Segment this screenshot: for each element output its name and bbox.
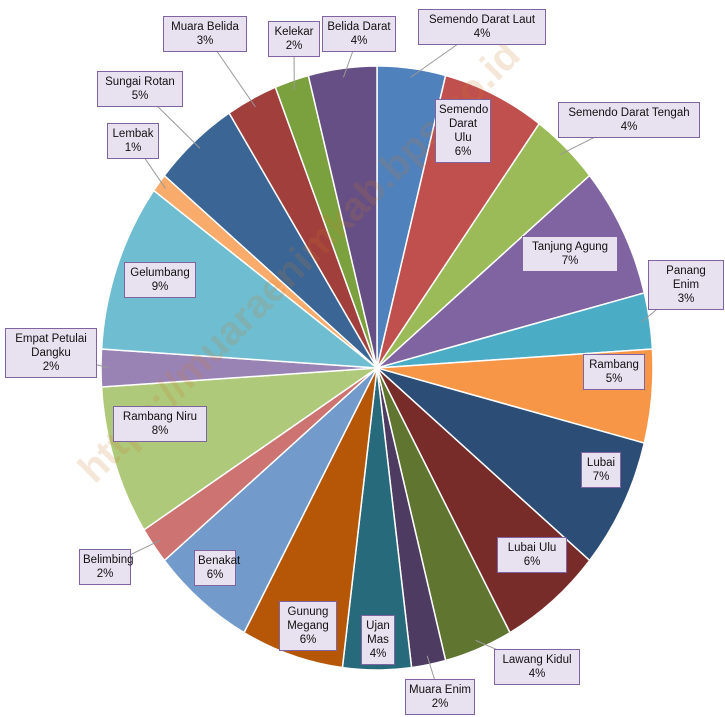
data-label: Gunung Megang 6% bbox=[279, 601, 337, 651]
category-name: Rambang bbox=[589, 359, 639, 371]
percent: 3% bbox=[677, 293, 695, 305]
percent: 8% bbox=[151, 425, 169, 437]
pie-slice bbox=[307, 65, 378, 369]
category-name: Semendo Darat Laut bbox=[428, 14, 536, 26]
percent: 2% bbox=[285, 40, 303, 52]
data-label: Rambang Niru 8% bbox=[113, 406, 207, 442]
percent: 2% bbox=[431, 698, 449, 710]
data-label: Muara Belida 3% bbox=[163, 16, 247, 52]
category-name: Kelekar bbox=[274, 26, 314, 38]
percent: 7% bbox=[592, 471, 610, 483]
data-label: Sungai Rotan 5% bbox=[97, 71, 183, 107]
data-label: Lawang Kidul 4% bbox=[494, 649, 580, 685]
category-name: Gunung Megang bbox=[287, 606, 329, 632]
percent: 4% bbox=[473, 28, 491, 40]
data-label: Lembak 1% bbox=[107, 123, 159, 159]
percent: 6% bbox=[206, 569, 224, 581]
data-label: Semendo Darat Tengah 4% bbox=[558, 102, 700, 138]
data-label: Rambang 5% bbox=[583, 354, 645, 390]
data-label: Lubai 7% bbox=[581, 452, 621, 488]
data-label: Belimbing 2% bbox=[79, 549, 134, 585]
data-label: Empat Petulai Dangku 2% bbox=[5, 328, 97, 378]
percent: 5% bbox=[131, 90, 149, 102]
category-name: Sungai Rotan bbox=[105, 76, 175, 88]
category-name: Gelumbang bbox=[130, 267, 190, 279]
category-name: Lawang Kidul bbox=[502, 654, 572, 666]
percent: 6% bbox=[454, 146, 472, 158]
category-name: Rambang Niru bbox=[122, 411, 198, 423]
category-name: Ujan Mas bbox=[366, 620, 390, 646]
percent: 2% bbox=[42, 361, 60, 373]
percent: 1% bbox=[124, 142, 142, 154]
percent: 5% bbox=[605, 373, 623, 385]
category-name: Muara Belida bbox=[171, 21, 239, 33]
data-label: Semendo Darat Laut 4% bbox=[418, 9, 546, 45]
category-name: Semendo Darat Ulu bbox=[439, 104, 489, 144]
data-label: Tanjung Agung 7% bbox=[522, 236, 618, 272]
category-name: Belida Darat bbox=[327, 21, 391, 33]
percent: 4% bbox=[350, 35, 368, 47]
percent: 3% bbox=[196, 35, 214, 47]
category-name: Panang Enim bbox=[666, 265, 706, 291]
pie-slice bbox=[376, 174, 646, 369]
data-label: Panang Enim 3% bbox=[648, 260, 724, 310]
percent: 9% bbox=[151, 281, 169, 293]
percent: 4% bbox=[528, 668, 546, 680]
percent: 4% bbox=[620, 121, 638, 133]
category-name: Lubai Ulu bbox=[507, 542, 557, 554]
category-name: Lembak bbox=[112, 128, 154, 140]
category-name: Empat Petulai Dangku bbox=[15, 333, 87, 359]
pie-slice bbox=[376, 367, 646, 562]
data-label: Belida Darat 4% bbox=[322, 16, 396, 52]
percent: 6% bbox=[299, 634, 317, 646]
percent: 4% bbox=[369, 648, 387, 660]
category-name: Muara Enim bbox=[409, 684, 471, 696]
category-name: Lubai bbox=[586, 457, 616, 469]
percent: 6% bbox=[523, 556, 541, 568]
pie-slice bbox=[100, 189, 380, 369]
data-label: Muara Enim 2% bbox=[405, 679, 475, 715]
data-label: Semendo Darat Ulu 6% bbox=[435, 99, 491, 163]
data-label: Benakat 6% bbox=[194, 550, 241, 586]
category-name: Semendo Darat Tengah bbox=[568, 107, 690, 119]
data-label: Gelumbang 9% bbox=[124, 262, 196, 298]
category-name: Tanjung Agung bbox=[531, 241, 609, 253]
data-label: Kelekar 2% bbox=[268, 21, 320, 57]
category-name: Belimbing bbox=[83, 554, 134, 566]
category-name: Benakat bbox=[198, 555, 241, 567]
percent: 2% bbox=[96, 568, 114, 580]
percent: 7% bbox=[561, 255, 579, 267]
data-label: Lubai Ulu 6% bbox=[497, 537, 567, 573]
data-label: Ujan Mas 4% bbox=[361, 615, 395, 665]
